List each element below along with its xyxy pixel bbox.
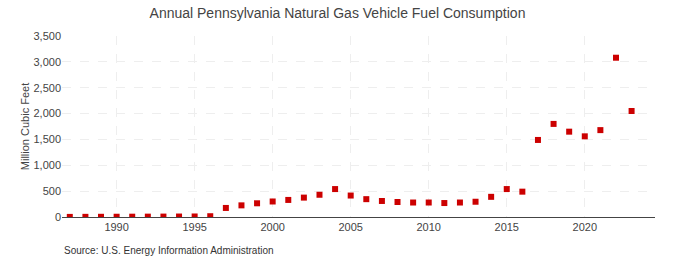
svg-text:2010: 2010 bbox=[416, 221, 440, 233]
svg-text:1995: 1995 bbox=[182, 221, 206, 233]
svg-text:Source: U.S. Energy Informatio: Source: U.S. Energy Information Administ… bbox=[64, 245, 274, 256]
svg-text:3,000: 3,000 bbox=[33, 56, 61, 68]
svg-text:2,500: 2,500 bbox=[33, 82, 61, 94]
svg-text:1,500: 1,500 bbox=[33, 133, 61, 145]
svg-text:1990: 1990 bbox=[104, 221, 128, 233]
svg-text:Annual Pennsylvania Natural Ga: Annual Pennsylvania Natural Gas Vehicle … bbox=[150, 5, 526, 21]
svg-text:2015: 2015 bbox=[495, 221, 519, 233]
svg-text:500: 500 bbox=[43, 185, 61, 197]
svg-text:Million Cubic Feet: Million Cubic Feet bbox=[19, 83, 31, 170]
svg-text:2000: 2000 bbox=[260, 221, 284, 233]
svg-text:0: 0 bbox=[55, 211, 61, 223]
svg-text:2020: 2020 bbox=[573, 221, 597, 233]
svg-text:2005: 2005 bbox=[338, 221, 362, 233]
svg-text:2,000: 2,000 bbox=[33, 107, 61, 119]
svg-text:1,000: 1,000 bbox=[33, 159, 61, 171]
svg-text:3,500: 3,500 bbox=[33, 30, 61, 42]
